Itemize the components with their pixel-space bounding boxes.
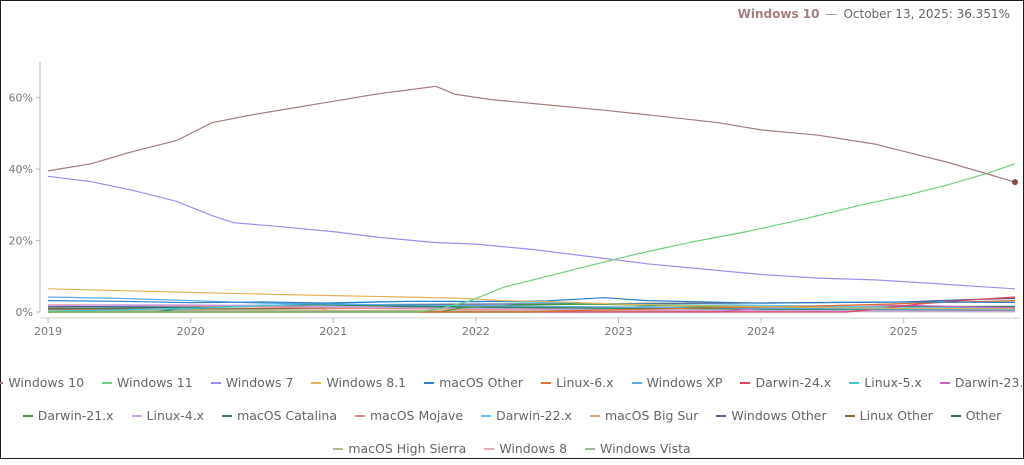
legend-row: Darwin-21.x Linux-4.x macOS Catalina macOS … xyxy=(0,399,1024,432)
legend-item[interactable]: Other xyxy=(950,408,1002,423)
series-line-linux-6-x[interactable] xyxy=(48,300,1016,313)
legend-item[interactable]: Windows 8.1 xyxy=(311,375,406,390)
legend-swatch xyxy=(0,381,4,384)
legend-item[interactable]: macOS Catalina xyxy=(222,408,337,423)
legend-label: Windows Vista xyxy=(600,441,691,456)
legend-item[interactable]: Darwin-21.x xyxy=(22,408,114,423)
series-line-windows-10[interactable] xyxy=(47,85,1016,183)
hover-readout: Windows 10 — October 13, 2025: 36.351% xyxy=(738,7,1010,21)
series-line-windows-11[interactable] xyxy=(48,163,1016,313)
legend-swatch xyxy=(740,381,751,384)
legend-item[interactable]: Windows 7 xyxy=(210,375,294,390)
series-line-windows-7[interactable] xyxy=(47,175,1016,290)
legend-swatch xyxy=(424,381,435,384)
legend-item[interactable]: Linux-5.x xyxy=(849,375,922,390)
legend-label: Windows 7 xyxy=(225,375,294,390)
series-line-darwin-24-x[interactable] xyxy=(48,296,1016,313)
legend-item[interactable]: macOS Mojave xyxy=(355,408,463,423)
readout-series-name: Windows 10 xyxy=(737,7,820,21)
series-line-linux-4-x[interactable] xyxy=(47,304,1016,312)
legend-item[interactable]: macOS High Sierra xyxy=(333,441,466,456)
legend-label: Linux Other xyxy=(859,408,933,423)
legend-label: Darwin-22.x xyxy=(496,408,572,423)
legend-swatch xyxy=(355,414,365,417)
legend-label: Linux-6.x xyxy=(556,375,614,390)
legend-swatch xyxy=(222,414,233,417)
legend-label: macOS Catalina xyxy=(237,408,337,423)
legend-label: Windows XP xyxy=(646,375,723,390)
legend-row: Windows 10 Windows 11 Windows 7 Windows 8.1… xyxy=(0,366,1024,399)
x-tick-label: 2022 xyxy=(462,325,490,338)
legend-label: macOS Mojave xyxy=(370,408,464,423)
legend-item[interactable]: Linux-4.x xyxy=(131,408,205,423)
legend-item[interactable]: Darwin-23.x xyxy=(939,375,1024,390)
legend-item[interactable]: Linux-6.x xyxy=(541,375,614,390)
legend-swatch xyxy=(716,414,727,417)
legend-label: Windows Other xyxy=(731,408,827,423)
legend-swatch xyxy=(311,381,322,384)
chart-series-lines xyxy=(47,85,1016,313)
legend-label: Darwin-23.x xyxy=(954,375,1024,390)
legend-label: Windows 8 xyxy=(499,441,568,456)
legend-label: Linux-5.x xyxy=(864,375,922,390)
legend-item[interactable]: macOS Big Sur xyxy=(589,408,699,423)
chart-legend: Windows 10 Windows 11 Windows 7 Windows 8.1… xyxy=(0,366,1024,465)
x-tick-label: 2023 xyxy=(605,325,633,338)
legend-item[interactable]: Darwin-22.x xyxy=(481,408,572,423)
legend-row: macOS High Sierra Windows 8 Windows Vista xyxy=(0,432,1024,465)
readout-separator: — xyxy=(825,7,838,21)
highlight-point xyxy=(1012,179,1018,186)
legend-item[interactable]: Windows XP xyxy=(631,375,723,390)
legend-label: Other xyxy=(965,408,1002,423)
legend-swatch xyxy=(210,381,221,384)
legend-swatch xyxy=(589,414,600,417)
legend-item[interactable]: Windows Other xyxy=(716,408,827,423)
legend-swatch xyxy=(481,414,492,417)
line-chart[interactable]: 0% 20% 40% 60% 2019 2020 2021 2022 2023 2024 2025 xyxy=(0,0,1024,366)
legend-label: macOS High Sierra xyxy=(348,441,467,456)
legend-swatch xyxy=(333,447,344,450)
legend-swatch xyxy=(631,381,642,384)
legend-item[interactable]: macOS Other xyxy=(424,375,523,390)
legend-swatch xyxy=(939,381,950,384)
legend-item[interactable]: Windows 8 xyxy=(484,441,567,456)
y-tick-label: 60% xyxy=(9,92,33,105)
legend-swatch xyxy=(541,381,552,384)
chart-axes: 0% 20% 40% 60% 2019 2020 2021 2022 2023 2024 2025 xyxy=(9,62,1020,338)
x-tick-label: 2019 xyxy=(34,325,62,338)
legend-swatch xyxy=(484,447,495,450)
legend-swatch xyxy=(131,414,142,417)
legend-label: Linux-4.x xyxy=(146,408,205,423)
legend-item[interactable]: Linux Other xyxy=(844,408,933,423)
legend-swatch xyxy=(22,414,33,417)
legend-item[interactable]: Windows 10 xyxy=(0,375,84,390)
legend-label: Windows 10 xyxy=(8,375,85,390)
legend-label: Darwin-21.x xyxy=(37,408,114,423)
y-tick-label: 0% xyxy=(16,306,33,319)
legend-swatch xyxy=(844,414,855,417)
series-line-windows-8-1[interactable] xyxy=(47,288,1016,310)
readout-value: October 13, 2025: 36.351% xyxy=(843,7,1010,21)
legend-item[interactable]: Windows Vista xyxy=(585,441,691,456)
legend-item[interactable]: Darwin-24.x xyxy=(740,375,831,390)
legend-swatch xyxy=(849,381,860,384)
chart-highlight xyxy=(1012,179,1018,186)
legend-item[interactable]: Windows 11 xyxy=(102,375,193,390)
legend-label: Windows 8.1 xyxy=(326,375,407,390)
series-line-windows-xp[interactable] xyxy=(47,296,1016,311)
x-tick-label: 2025 xyxy=(890,325,918,338)
x-tick-label: 2024 xyxy=(747,325,775,338)
legend-label: Windows 11 xyxy=(117,375,193,390)
legend-label: macOS Other xyxy=(439,375,524,390)
legend-swatch xyxy=(950,414,961,417)
x-tick-label: 2020 xyxy=(177,325,205,338)
legend-swatch xyxy=(102,381,113,384)
y-tick-label: 20% xyxy=(9,235,33,248)
y-tick-label: 40% xyxy=(9,163,33,176)
legend-label: Darwin-24.x xyxy=(755,375,832,390)
legend-swatch xyxy=(585,447,596,450)
x-tick-label: 2021 xyxy=(319,325,347,338)
legend-label: macOS Big Sur xyxy=(604,408,699,423)
